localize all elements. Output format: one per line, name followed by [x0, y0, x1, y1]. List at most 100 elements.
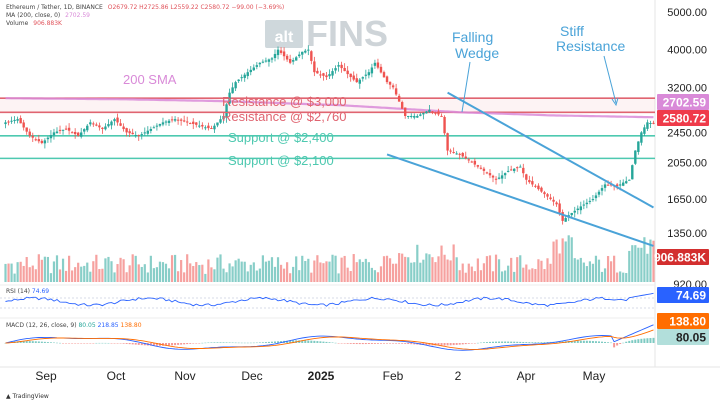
candle-body	[637, 141, 640, 152]
macd-histogram-bar	[131, 343, 134, 345]
macd-histogram-bar	[616, 343, 619, 346]
candle-body	[122, 126, 125, 130]
volume-bar	[164, 263, 168, 282]
candle-body	[137, 134, 140, 136]
macd-histogram-bar	[213, 342, 216, 343]
candle-body	[189, 123, 192, 125]
volume-bar	[170, 255, 174, 282]
volume-bar	[140, 266, 143, 282]
volume-bar	[98, 269, 101, 282]
macd-histogram-bar	[613, 343, 616, 348]
macd-histogram-bar	[364, 343, 367, 345]
candle-body	[346, 70, 349, 75]
macd-histogram-bar	[488, 341, 491, 343]
macd-histogram-bar	[373, 343, 376, 344]
price-tick-label: 1650.00	[667, 194, 707, 206]
macd-histogram-bar	[122, 343, 125, 344]
ohlc-values: O2679.72 H2725.86 L2559.22 C2580.72 −99.…	[107, 4, 285, 11]
candle-body	[13, 119, 16, 121]
price-tick-label: 2050.00	[667, 157, 707, 169]
macd-histogram-bar	[264, 342, 267, 343]
macd-histogram-bar	[652, 337, 655, 343]
macd-histogram-bar	[71, 343, 74, 344]
volume-bar	[582, 262, 585, 282]
macd-histogram-bar	[510, 341, 513, 343]
volume-bar	[452, 244, 455, 282]
volume-bar	[349, 271, 352, 282]
volume-bar	[482, 263, 486, 282]
candle-body	[470, 161, 474, 163]
macd-histogram-bar	[401, 343, 404, 344]
candle-body	[352, 75, 355, 80]
macd-histogram-bar	[476, 342, 479, 344]
volume-bar	[619, 271, 622, 282]
macd-histogram-bar	[74, 343, 77, 344]
candle-body	[634, 150, 637, 164]
macd-header-v3: 138.80	[120, 322, 142, 329]
watermark-alt-box	[265, 20, 303, 48]
macd-histogram-bar	[625, 341, 628, 343]
macd-histogram-bar	[243, 342, 246, 344]
volume-bar	[528, 269, 531, 282]
macd-histogram-bar	[55, 342, 58, 344]
candle-body	[561, 212, 564, 221]
candle-body	[443, 116, 446, 134]
candle-body	[95, 124, 98, 126]
macd-histogram-bar	[576, 340, 579, 343]
macd-histogram-bar	[164, 343, 167, 346]
candle-body	[473, 160, 477, 165]
candle-body	[80, 132, 83, 137]
candle-body	[4, 122, 7, 125]
macd-histogram-bar	[383, 343, 386, 344]
volume-bar	[422, 259, 425, 282]
macd-histogram-bar	[346, 343, 349, 344]
volume-bar	[282, 268, 286, 282]
macd-histogram-bar	[255, 342, 258, 344]
price-tick-label: 5000.00	[667, 7, 707, 19]
candle-body	[98, 125, 101, 128]
ma-value: 2702.59	[65, 12, 90, 19]
macd-histogram-bar	[340, 343, 343, 344]
volume-bar	[222, 268, 225, 282]
falling-wedge-label-1: Falling	[452, 29, 493, 45]
macd-histogram-bar	[634, 339, 637, 343]
candle-body	[640, 132, 643, 143]
rsi-header-value: 74.69	[31, 288, 50, 295]
candle-body	[428, 109, 431, 112]
volume-bar	[395, 263, 398, 282]
volume-bar	[361, 261, 364, 282]
macd-histogram-bar	[201, 342, 204, 344]
volume-bar	[270, 257, 274, 282]
macd-histogram-bar	[183, 343, 186, 345]
macd-histogram-bar	[640, 338, 643, 343]
volume-bar	[4, 263, 7, 282]
candle-body	[110, 121, 113, 126]
price-tick-label: 4000.00	[667, 45, 707, 57]
candle-body	[267, 59, 271, 62]
watermark-fins-text: FINS	[306, 13, 388, 54]
macd-histogram-bar	[646, 338, 649, 343]
candle-body	[76, 132, 80, 136]
candle-body	[319, 74, 322, 76]
volume-bar	[431, 257, 434, 282]
volume-bar	[637, 247, 640, 282]
macd-histogram-bar	[443, 343, 446, 346]
volume-bar	[416, 244, 419, 282]
tradingview-logo-icon: ▲	[6, 393, 11, 400]
candle-body	[246, 72, 249, 77]
macd-histogram-bar	[504, 341, 507, 343]
volume-bar	[249, 264, 252, 282]
volume-bar	[316, 255, 319, 282]
candle-body	[364, 74, 368, 76]
volume-bar	[107, 256, 110, 282]
macd-histogram-bar	[222, 342, 225, 343]
candle-body	[195, 122, 198, 125]
volume-bar	[473, 271, 476, 282]
candle-body	[167, 120, 171, 123]
volume-bar	[19, 261, 22, 282]
candle-body	[152, 127, 156, 129]
candle-body	[10, 120, 13, 122]
volume-bar	[525, 264, 528, 282]
volume-bar	[537, 259, 540, 282]
candle-body	[252, 67, 256, 71]
